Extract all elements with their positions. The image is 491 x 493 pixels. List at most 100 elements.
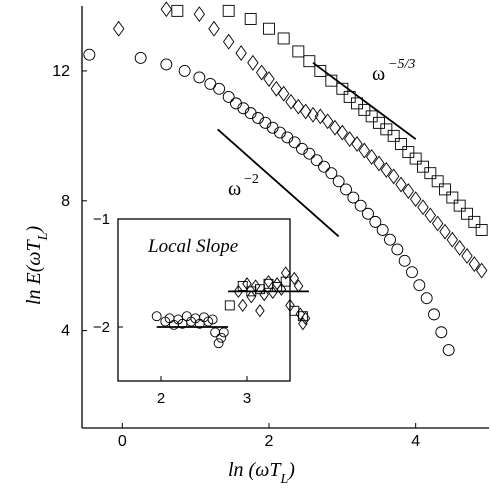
- main-point-square: [244, 13, 257, 25]
- inset-y-tick-label: −1: [93, 211, 110, 228]
- main-point-circle: [413, 279, 426, 292]
- main-point-diamond: [329, 119, 341, 136]
- main-point-diamond: [431, 215, 444, 232]
- main-point-square: [380, 123, 393, 136]
- main-point-circle: [398, 254, 411, 267]
- main-point-diamond: [475, 262, 488, 279]
- main-reference-line: [312, 62, 417, 140]
- main-point-diamond: [343, 131, 356, 148]
- main-point-circle: [222, 90, 235, 103]
- main-point-diamond: [402, 183, 415, 199]
- inset-point-circle: [207, 314, 218, 325]
- main-point-circle: [362, 207, 374, 220]
- main-point-circle: [332, 175, 345, 188]
- inset-point-diamond: [289, 271, 300, 286]
- inset-point-diamond: [255, 304, 265, 318]
- inset-title: Local Slope: [147, 236, 238, 257]
- main-point-diamond: [247, 54, 259, 71]
- main-point-diamond: [292, 98, 305, 115]
- main-point-diamond: [112, 20, 125, 37]
- main-reference-lines: [217, 62, 417, 238]
- main-point-square: [343, 90, 356, 103]
- main-point-square: [358, 103, 371, 116]
- inset-point-diamond: [259, 287, 269, 302]
- main-x-tick-label: 0: [118, 433, 127, 450]
- inset-point-diamond: [233, 284, 244, 298]
- main-point-diamond: [446, 231, 459, 248]
- main-point-diamond: [453, 239, 466, 256]
- main-point-diamond: [160, 1, 173, 18]
- main-y-tick-label: 12: [52, 63, 70, 80]
- main-point-circle: [259, 116, 272, 129]
- main-y-axis-label: ln E(ωTL): [23, 226, 51, 305]
- main-point-circle: [406, 266, 418, 279]
- inset-series-square: [224, 276, 308, 322]
- main-point-circle: [274, 126, 286, 139]
- main-point-circle: [281, 131, 294, 144]
- main-point-square: [402, 146, 415, 159]
- main-point-diamond: [387, 168, 400, 185]
- main-point-circle: [391, 243, 404, 256]
- annotation-minus-two: ω −2: [228, 172, 259, 200]
- main-series: [83, 1, 488, 357]
- main-point-square: [475, 224, 488, 236]
- main-point-diamond: [270, 80, 283, 97]
- main-point-diamond: [336, 124, 349, 141]
- main-point-circle: [318, 160, 330, 173]
- main-point-diamond: [193, 6, 206, 23]
- main-point-circle: [384, 233, 396, 246]
- main-point-square: [417, 160, 429, 173]
- main-point-circle: [303, 147, 316, 160]
- inset-series: [151, 266, 311, 349]
- inset-point-circle: [151, 311, 162, 322]
- inset-ticks: 2 3 −1 −2: [93, 211, 251, 407]
- main-point-circle: [178, 64, 191, 77]
- main-point-square: [439, 183, 451, 196]
- main-point-diamond: [358, 142, 371, 159]
- inset-point-square: [297, 311, 308, 322]
- inset-x-tick-label: 3: [243, 390, 251, 407]
- main-point-diamond: [263, 71, 275, 87]
- main-x-tick-label: 2: [265, 433, 274, 450]
- inset-point-circle: [216, 332, 227, 343]
- ref-label-omega-2: ω: [228, 178, 241, 200]
- annotation-minus-five-thirds: ω −5/3: [372, 57, 415, 85]
- main-point-diamond: [439, 223, 451, 240]
- main-x-axis-label: ln (ωTL): [228, 459, 295, 487]
- inset-point-diamond: [237, 298, 248, 313]
- main-point-square: [314, 64, 327, 77]
- main-point-circle: [340, 183, 352, 196]
- main-y-tick-label: 8: [61, 193, 70, 210]
- main-point-circle: [252, 112, 264, 124]
- inset-point-circle: [213, 338, 224, 349]
- main-point-diamond: [380, 162, 393, 178]
- inset-series-circle: [151, 311, 229, 349]
- inset-y-tick-label: −2: [93, 319, 110, 336]
- inset-reference-lines: [156, 290, 309, 328]
- ref-exponent-2: −2: [244, 172, 259, 187]
- main-point-circle: [244, 107, 257, 120]
- main-point-circle: [296, 142, 308, 155]
- inset-frame: [117, 218, 291, 382]
- main-point-circle: [288, 136, 301, 149]
- inset-local-slope: Local Slope 2 3 −1 −2: [93, 211, 311, 407]
- main-point-diamond: [424, 207, 437, 224]
- main-point-square: [171, 4, 184, 17]
- main-point-circle: [347, 191, 360, 204]
- main-point-circle: [134, 51, 147, 64]
- main-point-square: [222, 4, 235, 17]
- main-series-square: [171, 4, 488, 236]
- main-point-diamond: [277, 85, 290, 102]
- main-point-diamond: [461, 248, 473, 264]
- main-point-diamond: [285, 93, 297, 110]
- main-point-circle: [266, 121, 279, 134]
- main-point-square: [395, 138, 407, 150]
- main-point-circle: [83, 48, 96, 61]
- main-axes: [81, 6, 489, 429]
- main-point-diamond: [417, 199, 429, 216]
- main-point-diamond: [235, 45, 247, 61]
- main-point-square: [409, 152, 422, 165]
- main-point-diamond: [395, 176, 407, 193]
- main-point-circle: [193, 71, 206, 84]
